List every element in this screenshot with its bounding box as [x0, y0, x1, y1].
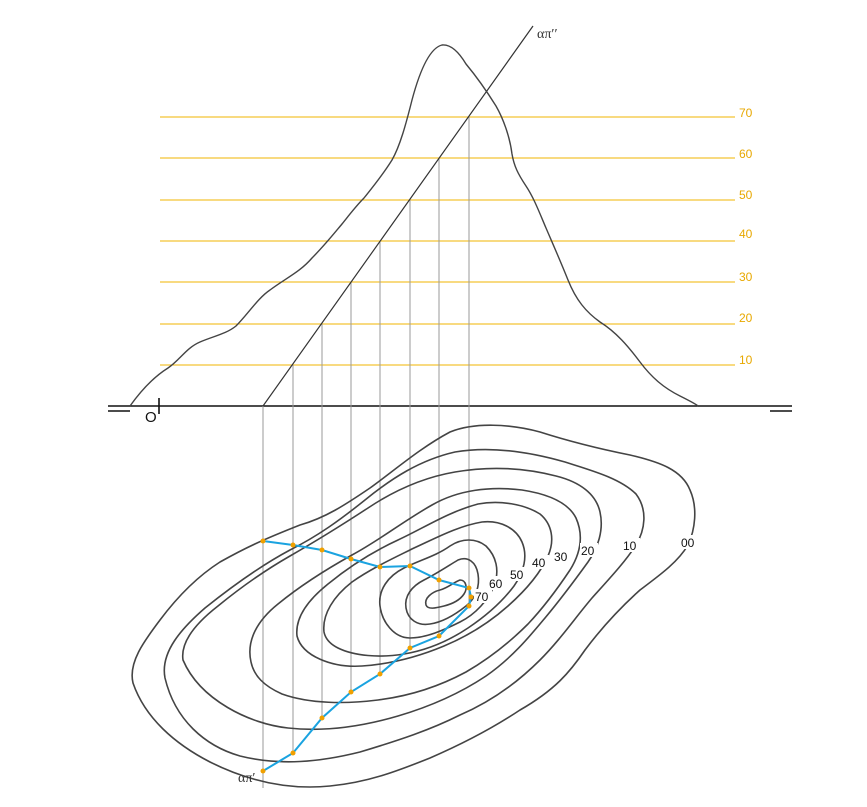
origin-label: O [145, 409, 157, 426]
contour-label-50: 50 [510, 568, 524, 582]
level-lines [160, 116, 735, 366]
intersection-point [290, 542, 296, 548]
top-trace-label: απ′ [238, 771, 255, 786]
contour-label-40: 40 [532, 556, 546, 570]
level-label-10: 10 [739, 353, 753, 367]
contour-00 [131, 424, 696, 788]
terrain-profile [129, 44, 699, 407]
intersection-point [436, 577, 442, 583]
contour-10 [163, 448, 645, 763]
level-label-50: 50 [739, 188, 753, 202]
front-trace-line [262, 25, 534, 407]
intersection-point [319, 547, 325, 553]
front-trace-label: απ′′ [537, 27, 558, 42]
intersection-point [466, 603, 472, 609]
contour-30 [249, 487, 582, 704]
intersection-point [407, 645, 413, 651]
intersection-point [466, 585, 472, 591]
contour-20 [182, 467, 603, 731]
ground-line [108, 398, 792, 414]
intersection-point [468, 594, 474, 600]
level-label-30: 30 [739, 270, 753, 284]
contour-label-00: 00 [681, 536, 695, 550]
contour-80 [424, 579, 467, 609]
level-label-70: 70 [739, 106, 753, 120]
level-labels: 70 60 50 40 30 20 10 [739, 106, 753, 367]
intersection-point [348, 689, 354, 695]
contour-label-10: 10 [623, 539, 637, 553]
contour-70 [404, 558, 480, 626]
intersection-point [260, 768, 266, 774]
projection-lines [262, 117, 470, 788]
intersection-point [377, 671, 383, 677]
intersection-point [377, 564, 383, 570]
contour-lines [131, 424, 696, 788]
contour-labels: 00 10 20 30 40 50 60 70 [474, 535, 698, 604]
level-label-60: 60 [739, 147, 753, 161]
intersection-marks [260, 538, 474, 774]
contour-50 [323, 520, 526, 657]
level-label-40: 40 [739, 227, 753, 241]
contour-label-60: 60 [489, 577, 503, 591]
intersection-point [436, 633, 442, 639]
intersection-point [407, 563, 413, 569]
intersection-point [348, 556, 354, 562]
level-label-20: 20 [739, 311, 753, 325]
contour-label-20: 20 [581, 544, 595, 558]
intersection-point [290, 750, 296, 756]
contour-40 [296, 501, 553, 667]
intersection-point [260, 538, 266, 544]
contour-label-70: 70 [475, 590, 489, 604]
contour-label-30: 30 [554, 550, 568, 564]
intersection-point [319, 715, 325, 721]
